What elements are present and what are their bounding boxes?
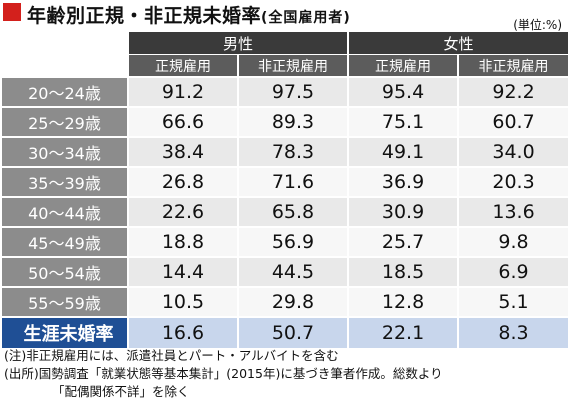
title-bar: 年齢別正規・非正規未婚率(全国雇用者) (単位:%) bbox=[0, 0, 570, 32]
table-cell: 71.6 bbox=[236, 166, 349, 197]
table-row: 30〜34歳 38.4 78.3 49.1 34.0 bbox=[2, 136, 569, 167]
table-cell: 25.7 bbox=[347, 226, 459, 257]
table-cell: 14.4 bbox=[127, 256, 238, 287]
sub-header-row: 正規雇用 非正規雇用 正規雇用 非正規雇用 bbox=[2, 54, 569, 77]
row-label: 35〜39歳 bbox=[2, 166, 128, 197]
table-cell: 38.4 bbox=[127, 136, 238, 167]
table-cell: 16.6 bbox=[127, 316, 238, 348]
table-cell: 8.3 bbox=[457, 316, 569, 348]
table-cell: 49.1 bbox=[347, 136, 459, 167]
row-label: 45〜49歳 bbox=[2, 226, 128, 257]
table-cell: 5.1 bbox=[457, 286, 569, 317]
table-cell: 65.8 bbox=[236, 196, 349, 227]
subheader-female-regular: 正規雇用 bbox=[347, 54, 459, 77]
source-note-continued: 「配偶関係不詳」を除く bbox=[52, 384, 190, 399]
marriage-rate-table: 男性 女性 正規雇用 非正規雇用 正規雇用 非正規雇用 20〜24歳 91.2 … bbox=[2, 32, 569, 348]
subheader-male-nonregular: 非正規雇用 bbox=[236, 54, 349, 77]
source-note: (出所)国勢調査「就業状態等基本集計」(2015年)に基づき筆者作成。総数より bbox=[4, 366, 443, 381]
group-header-male: 男性 bbox=[126, 32, 349, 55]
table-cell: 36.9 bbox=[347, 166, 459, 197]
table-row: 35〜39歳 26.8 71.6 36.9 20.3 bbox=[2, 166, 569, 197]
title-main-text: 年齢別正規・非正規未婚率 bbox=[27, 5, 262, 27]
group-header-female: 女性 bbox=[347, 32, 569, 55]
table-cell: 66.6 bbox=[127, 106, 238, 137]
table-cell: 13.6 bbox=[457, 196, 569, 227]
table-row: 40〜44歳 22.6 65.8 30.9 13.6 bbox=[2, 196, 569, 227]
table-cell: 29.8 bbox=[236, 286, 349, 317]
table-cell: 44.5 bbox=[236, 256, 349, 287]
row-label: 50〜54歳 bbox=[2, 256, 128, 287]
table-cell: 18.8 bbox=[127, 226, 238, 257]
table-cell: 92.2 bbox=[457, 76, 569, 107]
table-cell: 22.1 bbox=[347, 316, 459, 348]
table-cell: 34.0 bbox=[457, 136, 569, 167]
table-cell: 26.8 bbox=[127, 166, 238, 197]
table-cell: 30.9 bbox=[347, 196, 459, 227]
table-cell: 9.8 bbox=[457, 226, 569, 257]
table-cell: 75.1 bbox=[347, 106, 459, 137]
page-title: 年齢別正規・非正規未婚率(全国雇用者) bbox=[27, 1, 351, 28]
note-nonregular: (注)非正規雇用には、派遣社員とパート・アルバイトを含む bbox=[4, 348, 339, 363]
table-row: 55〜59歳 10.5 29.8 12.8 5.1 bbox=[2, 286, 569, 317]
lifetime-unmarried-row: 生涯未婚率 16.6 50.7 22.1 8.3 bbox=[2, 316, 569, 348]
row-label: 55〜59歳 bbox=[2, 286, 128, 317]
table-cell: 97.5 bbox=[236, 76, 349, 107]
footnotes: (注)非正規雇用には、派遣社員とパート・アルバイトを含む (出所)国勢調査「就業… bbox=[4, 347, 443, 401]
table-cell: 12.8 bbox=[347, 286, 459, 317]
row-label: 20〜24歳 bbox=[2, 76, 128, 107]
table-cell: 95.4 bbox=[347, 76, 459, 107]
title-marker-square bbox=[3, 3, 21, 21]
table-row: 45〜49歳 18.8 56.9 25.7 9.8 bbox=[2, 226, 569, 257]
table-cell: 89.3 bbox=[236, 106, 349, 137]
table-row: 20〜24歳 91.2 97.5 95.4 92.2 bbox=[2, 76, 569, 107]
table-cell: 91.2 bbox=[127, 76, 238, 107]
row-label: 30〜34歳 bbox=[2, 136, 128, 167]
subheader-male-regular: 正規雇用 bbox=[127, 54, 238, 77]
lifetime-row-label: 生涯未婚率 bbox=[2, 316, 128, 348]
table-cell: 56.9 bbox=[236, 226, 349, 257]
table-cell: 60.7 bbox=[457, 106, 569, 137]
table-cell: 18.5 bbox=[347, 256, 459, 287]
table-cell: 78.3 bbox=[236, 136, 349, 167]
row-label: 25〜29歳 bbox=[2, 106, 128, 137]
group-header-row: 男性 女性 bbox=[2, 32, 569, 77]
table-cell: 6.9 bbox=[457, 256, 569, 287]
table-row: 25〜29歳 66.6 89.3 75.1 60.7 bbox=[2, 106, 569, 137]
table-cell: 22.6 bbox=[127, 196, 238, 227]
unit-label: (単位:%) bbox=[513, 18, 562, 32]
table-cell: 10.5 bbox=[127, 286, 238, 317]
row-label: 40〜44歳 bbox=[2, 196, 128, 227]
title-subtext: (全国雇用者) bbox=[261, 10, 351, 26]
table-cell: 20.3 bbox=[457, 166, 569, 197]
subheader-female-nonregular: 非正規雇用 bbox=[457, 54, 569, 77]
header-corner bbox=[2, 32, 128, 77]
table-row: 50〜54歳 14.4 44.5 18.5 6.9 bbox=[2, 256, 569, 287]
table-cell: 50.7 bbox=[236, 316, 349, 348]
